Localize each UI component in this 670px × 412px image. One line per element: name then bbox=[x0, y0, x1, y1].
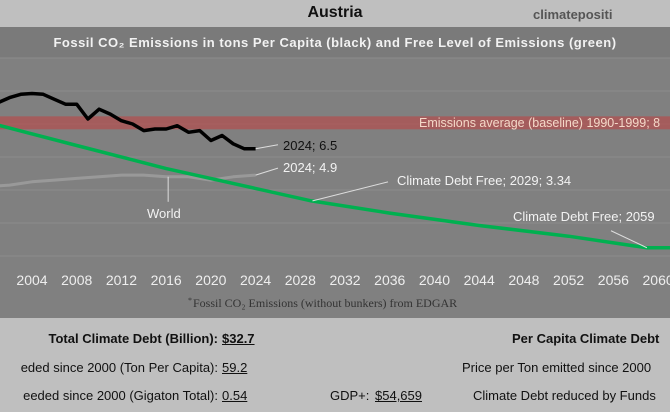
x-tick-label: 2008 bbox=[61, 272, 92, 288]
x-tick-label: 2060 bbox=[643, 272, 670, 288]
baseline-band bbox=[0, 116, 670, 130]
subtitle-band: Fossil CO₂ Emissions in tons Per Capita … bbox=[0, 27, 670, 58]
exceeded-capita-label: eded since 2000 (Ton Per Capita): bbox=[20, 360, 218, 375]
x-tick-label: 2056 bbox=[598, 272, 629, 288]
series-line-austria bbox=[0, 91, 256, 151]
baseline-label: Emissions average (baseline) 1990-1999; … bbox=[419, 116, 660, 130]
per-capita-debt-label: Per Capita Climate Debt bbox=[512, 331, 660, 346]
annotation-leader bbox=[255, 167, 279, 176]
x-tick-label: 2012 bbox=[106, 272, 137, 288]
exceeded-total-value: 0.54 bbox=[222, 388, 248, 403]
total-debt-value: $32.7 bbox=[222, 331, 255, 346]
annotation-leader bbox=[255, 144, 279, 150]
country-title: Austria bbox=[307, 4, 363, 21]
x-tick-label: 2016 bbox=[151, 272, 182, 288]
x-tick-label: 2044 bbox=[464, 272, 495, 288]
price-per-ton-label: Price per Ton emitted since 2000 bbox=[462, 360, 652, 375]
annotation-label: Climate Debt Free; 2029; 3.34 bbox=[397, 173, 571, 188]
exceeded-total-label: eeded since 2000 (Gigaton Total): bbox=[23, 388, 218, 403]
annotation-leader bbox=[610, 230, 648, 249]
annotation-leader bbox=[312, 181, 389, 202]
annotation-label: 2024; 6.5 bbox=[283, 138, 337, 153]
x-tick-label: 2048 bbox=[508, 272, 539, 288]
x-tick-label: 2040 bbox=[419, 272, 450, 288]
total-debt-label: Total Climate Debt (Billion): bbox=[48, 331, 218, 346]
brand-logo-text: climatepositi bbox=[533, 7, 613, 22]
climate-debt-summary: Total Climate Debt (Billion): $32.7 eded… bbox=[0, 318, 670, 412]
emissions-chart: Fossil CO₂ Emissions in tons Per Capita … bbox=[0, 27, 670, 318]
chart-svg: Emissions average (baseline) 1990-1999; … bbox=[0, 57, 670, 310]
x-tick-label: 2020 bbox=[195, 272, 226, 288]
annotation-label: 2024; 4.9 bbox=[283, 160, 337, 175]
annotation-label: Climate Debt Free; 2059 bbox=[513, 209, 655, 224]
footnote: Fossil CO₂ Emissions (without bunkers) f… bbox=[193, 296, 457, 310]
x-tick-label: 2024 bbox=[240, 272, 271, 288]
title-bar: Austria climatepositi bbox=[0, 0, 670, 27]
x-tick-label: 2028 bbox=[285, 272, 316, 288]
debt-reduced-label: Climate Debt reduced by Funds bbox=[473, 388, 656, 403]
x-tick-label: 2032 bbox=[329, 272, 360, 288]
exceeded-capita-value: 59.2 bbox=[222, 360, 248, 375]
gdp-value: $54,659 bbox=[375, 388, 422, 403]
series-line-free_level bbox=[0, 123, 670, 250]
x-tick-label: 2052 bbox=[553, 272, 584, 288]
annotation-label: World bbox=[147, 206, 181, 221]
chart-title: Fossil CO₂ Emissions in tons Per Capita … bbox=[53, 35, 617, 50]
gdp-label: GDP+: bbox=[330, 388, 370, 403]
x-tick-label: 2004 bbox=[16, 272, 47, 288]
footnote-mark: * bbox=[188, 296, 192, 305]
x-tick-label: 2036 bbox=[374, 272, 405, 288]
